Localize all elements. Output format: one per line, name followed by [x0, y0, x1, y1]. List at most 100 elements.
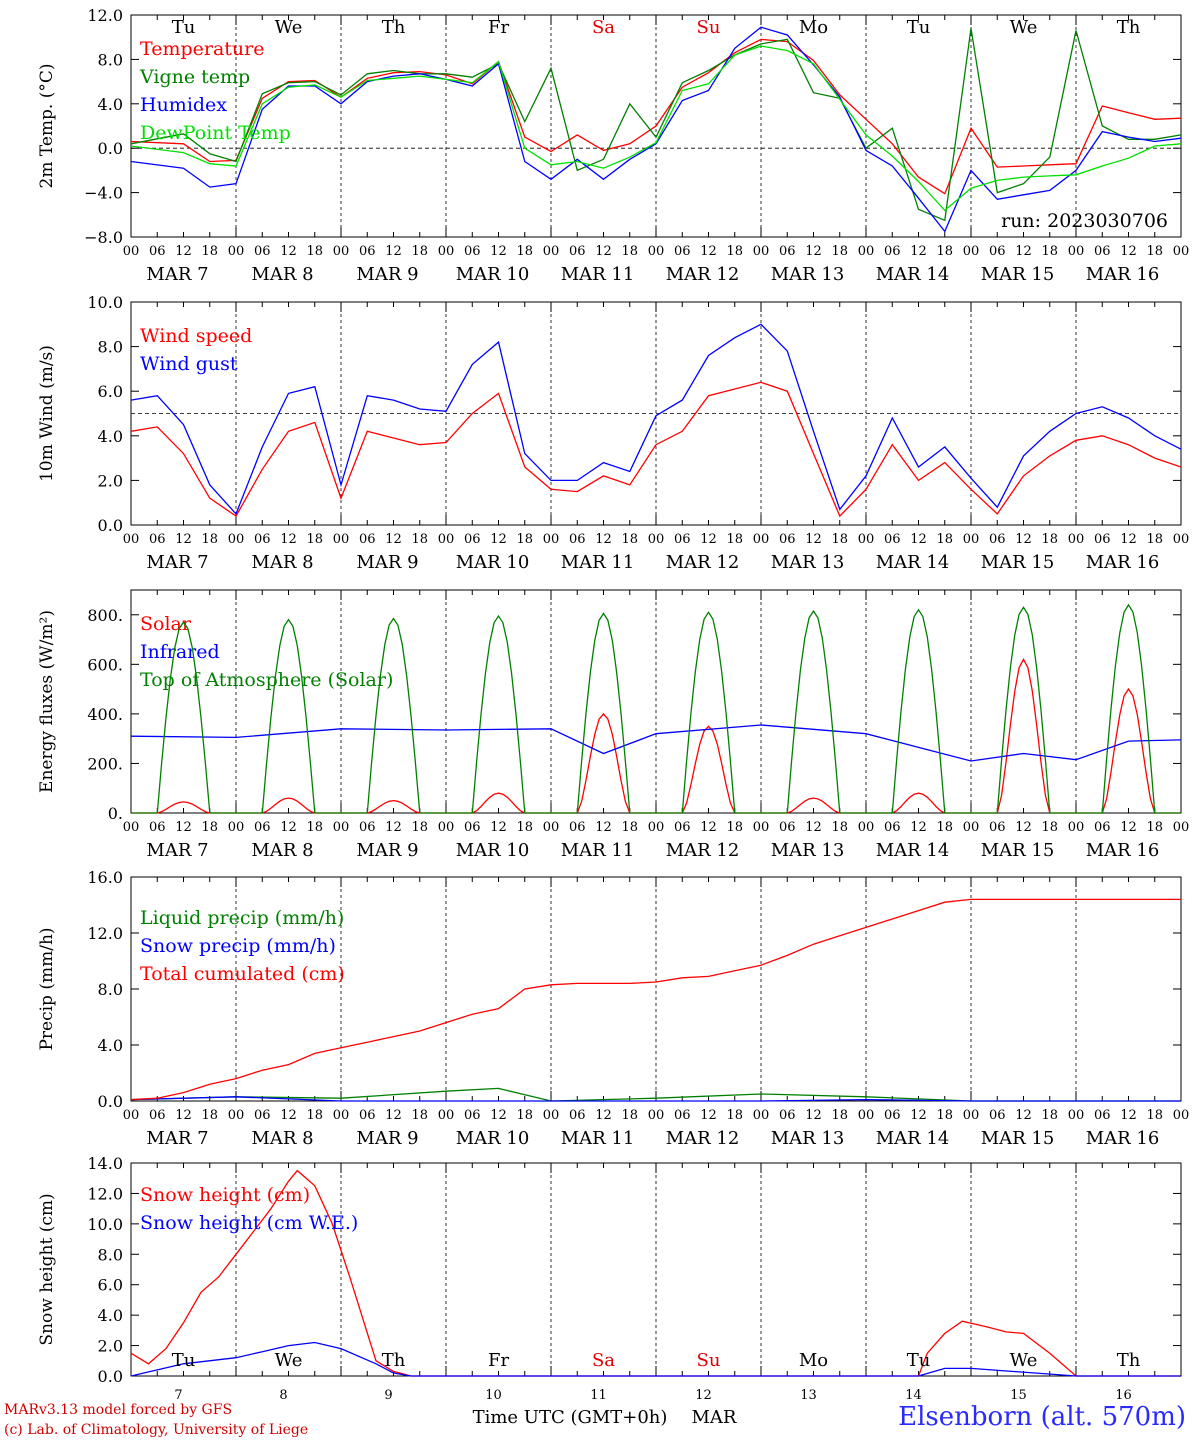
hour-tick-label: 06 [149, 244, 166, 259]
hour-tick-label: 18 [1146, 820, 1163, 835]
hour-tick-label: 00 [123, 820, 140, 835]
hour-tick-label: 18 [201, 532, 218, 547]
hour-tick-label: 18 [1041, 532, 1058, 547]
hour-tick-label: 18 [621, 532, 638, 547]
series-line-1-1 [130, 38, 1182, 195]
hour-tick-label: 00 [1068, 244, 1085, 259]
date-label: MAR 10 [456, 840, 530, 861]
hour-tick-label: 00 [648, 244, 665, 259]
hour-tick-label: 06 [254, 532, 271, 547]
y-tick-label: 0.0 [98, 139, 123, 158]
hour-tick-label: 12 [910, 532, 927, 547]
hour-tick-label: 18 [831, 532, 848, 547]
hour-tick-label: 12 [280, 532, 297, 547]
hour-tick-label: 06 [674, 532, 691, 547]
hour-tick-label: 00 [543, 532, 560, 547]
hour-tick-label: 06 [569, 244, 586, 259]
hour-tick-label: 18 [831, 244, 848, 259]
hour-tick-label: 18 [201, 820, 218, 835]
hour-tick-label: 18 [516, 532, 533, 547]
panel-1: 12.0 8.0 4.0 0.0 −4.0 −8.0 2m Temp. (°C) 00 06 12… [37, 6, 1189, 285]
day-name-top: Fr [488, 17, 509, 38]
y-tick-label: −4.0 [84, 184, 123, 203]
hour-tick-label: 18 [726, 1108, 743, 1123]
date-label: MAR 16 [1086, 1128, 1160, 1149]
y-tick-label: 8.0 [98, 338, 123, 357]
y-tick-label: 2.0 [98, 471, 123, 490]
hour-tick-label: 06 [884, 820, 901, 835]
hour-tick-label: 06 [674, 820, 691, 835]
hour-tick-label: 06 [779, 820, 796, 835]
hour-tick-label: 06 [149, 532, 166, 547]
hour-tick-label: 12 [910, 244, 927, 259]
y-tick-label: 6.0 [98, 382, 123, 401]
hour-tick-label: 12 [385, 820, 402, 835]
y-axis-label: 10m Wind (m/s) [37, 345, 57, 482]
hour-tick-label: 18 [411, 532, 428, 547]
hour-tick-label: 00 [1068, 820, 1085, 835]
hour-tick-label: 06 [674, 244, 691, 259]
hour-tick-label: 18 [1146, 244, 1163, 259]
hour-tick-label: 06 [779, 532, 796, 547]
day-name-bottom: We [1010, 1350, 1038, 1371]
hour-tick-label: 18 [516, 244, 533, 259]
hour-tick-label: 18 [1041, 244, 1058, 259]
hour-tick-label: 06 [464, 532, 481, 547]
date-label: MAR 8 [251, 264, 313, 285]
date-label: MAR 9 [356, 552, 418, 573]
panel-2: 10.0 8.0 6.0 4.0 2.0 0.0 10m Wind (m/s) 00 06 12 1… [37, 293, 1189, 573]
day-name-top: Su [697, 17, 721, 38]
day-name-top: Tu [172, 17, 196, 38]
hour-tick-label: 00 [438, 820, 455, 835]
hour-tick-label: 06 [779, 244, 796, 259]
hour-tick-label: 18 [621, 820, 638, 835]
hour-tick-label: 00 [438, 244, 455, 259]
legend-label: Top of Atmosphere (Solar) [140, 669, 393, 691]
legend-label: Wind speed [140, 325, 252, 347]
date-label: MAR 13 [771, 1128, 845, 1149]
hour-tick-label: 00 [1068, 532, 1085, 547]
hour-tick-label: 12 [910, 820, 927, 835]
legend-label: Total cumulated (cm) [140, 963, 345, 985]
hour-tick-label: 12 [175, 820, 192, 835]
hour-tick-label: 18 [516, 820, 533, 835]
y-axis-label: Precip (mm/h) [37, 927, 57, 1050]
series-line-5-2 [130, 1341, 1181, 1377]
bottom-day-number: 7 [174, 1388, 182, 1403]
y-tick-label: 0.0 [98, 1367, 123, 1386]
day-name-top: Tu [907, 17, 931, 38]
hour-tick-label: 12 [700, 244, 717, 259]
hour-tick-label: 18 [936, 244, 953, 259]
hour-tick-label: 00 [438, 1108, 455, 1123]
panel-3: 800. 600. 400. 200. 0. Energy fluxes (W/m²) 00… [37, 589, 1189, 861]
date-label: MAR 14 [876, 840, 950, 861]
hour-tick-label: 00 [648, 532, 665, 547]
hour-tick-label: 00 [228, 532, 245, 547]
date-label: MAR 10 [456, 552, 530, 573]
hour-tick-label: 00 [963, 820, 980, 835]
hour-tick-label: 12 [280, 1108, 297, 1123]
date-label: MAR 12 [666, 1128, 740, 1149]
hour-tick-label: 06 [1094, 244, 1111, 259]
hour-tick-label: 12 [490, 820, 507, 835]
hour-tick-label: 00 [123, 244, 140, 259]
legend-label: DewPoint Temp [140, 122, 291, 144]
date-label: MAR 14 [876, 264, 950, 285]
series-line-4-3 [130, 898, 1181, 1101]
hour-tick-label: 18 [831, 1108, 848, 1123]
bottom-day-number: 12 [695, 1388, 712, 1403]
hour-tick-label: 18 [831, 820, 848, 835]
series-line-5-1 [130, 1169, 1181, 1377]
hour-tick-label: 18 [936, 1108, 953, 1123]
hour-tick-label: 06 [149, 1108, 166, 1123]
hour-tick-label: 18 [936, 532, 953, 547]
date-label: MAR 15 [981, 264, 1055, 285]
day-name-top: We [275, 17, 303, 38]
hour-tick-label: 00 [1173, 244, 1190, 259]
bottom-day-number: 9 [384, 1388, 392, 1403]
y-tick-label: 8.0 [98, 980, 123, 999]
day-name-bottom: Th [382, 1350, 406, 1371]
hour-tick-label: 18 [201, 244, 218, 259]
day-name-top: Th [1117, 17, 1141, 38]
